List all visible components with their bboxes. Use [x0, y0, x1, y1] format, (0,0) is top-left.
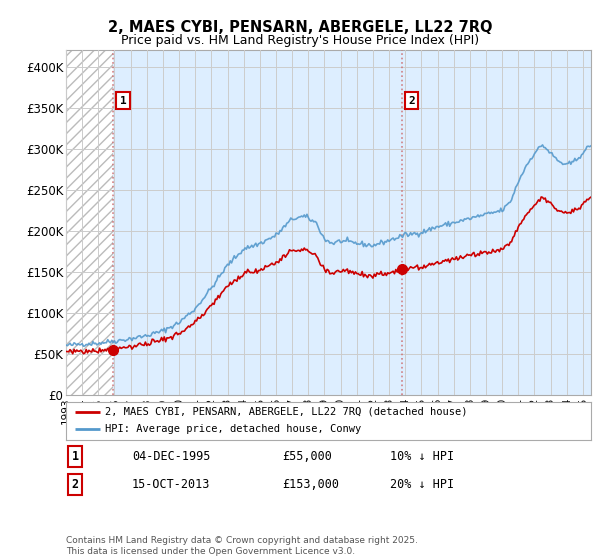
Text: 2, MAES CYBI, PENSARN, ABERGELE, LL22 7RQ: 2, MAES CYBI, PENSARN, ABERGELE, LL22 7R…: [108, 20, 492, 35]
Text: HPI: Average price, detached house, Conwy: HPI: Average price, detached house, Conw…: [106, 424, 362, 435]
Text: 10% ↓ HPI: 10% ↓ HPI: [390, 450, 454, 463]
Text: 1: 1: [71, 450, 79, 463]
Text: 2: 2: [408, 96, 415, 106]
Text: Contains HM Land Registry data © Crown copyright and database right 2025.
This d: Contains HM Land Registry data © Crown c…: [66, 536, 418, 556]
Text: 04-DEC-1995: 04-DEC-1995: [132, 450, 211, 463]
Text: £55,000: £55,000: [282, 450, 332, 463]
Text: 1: 1: [119, 96, 127, 106]
Bar: [66, 50, 113, 395]
Bar: [113, 50, 591, 395]
Text: 2: 2: [71, 478, 79, 491]
Text: 2, MAES CYBI, PENSARN, ABERGELE, LL22 7RQ (detached house): 2, MAES CYBI, PENSARN, ABERGELE, LL22 7R…: [106, 407, 468, 417]
Text: Price paid vs. HM Land Registry's House Price Index (HPI): Price paid vs. HM Land Registry's House …: [121, 34, 479, 46]
Text: 15-OCT-2013: 15-OCT-2013: [132, 478, 211, 491]
Text: 20% ↓ HPI: 20% ↓ HPI: [390, 478, 454, 491]
Text: £153,000: £153,000: [282, 478, 339, 491]
